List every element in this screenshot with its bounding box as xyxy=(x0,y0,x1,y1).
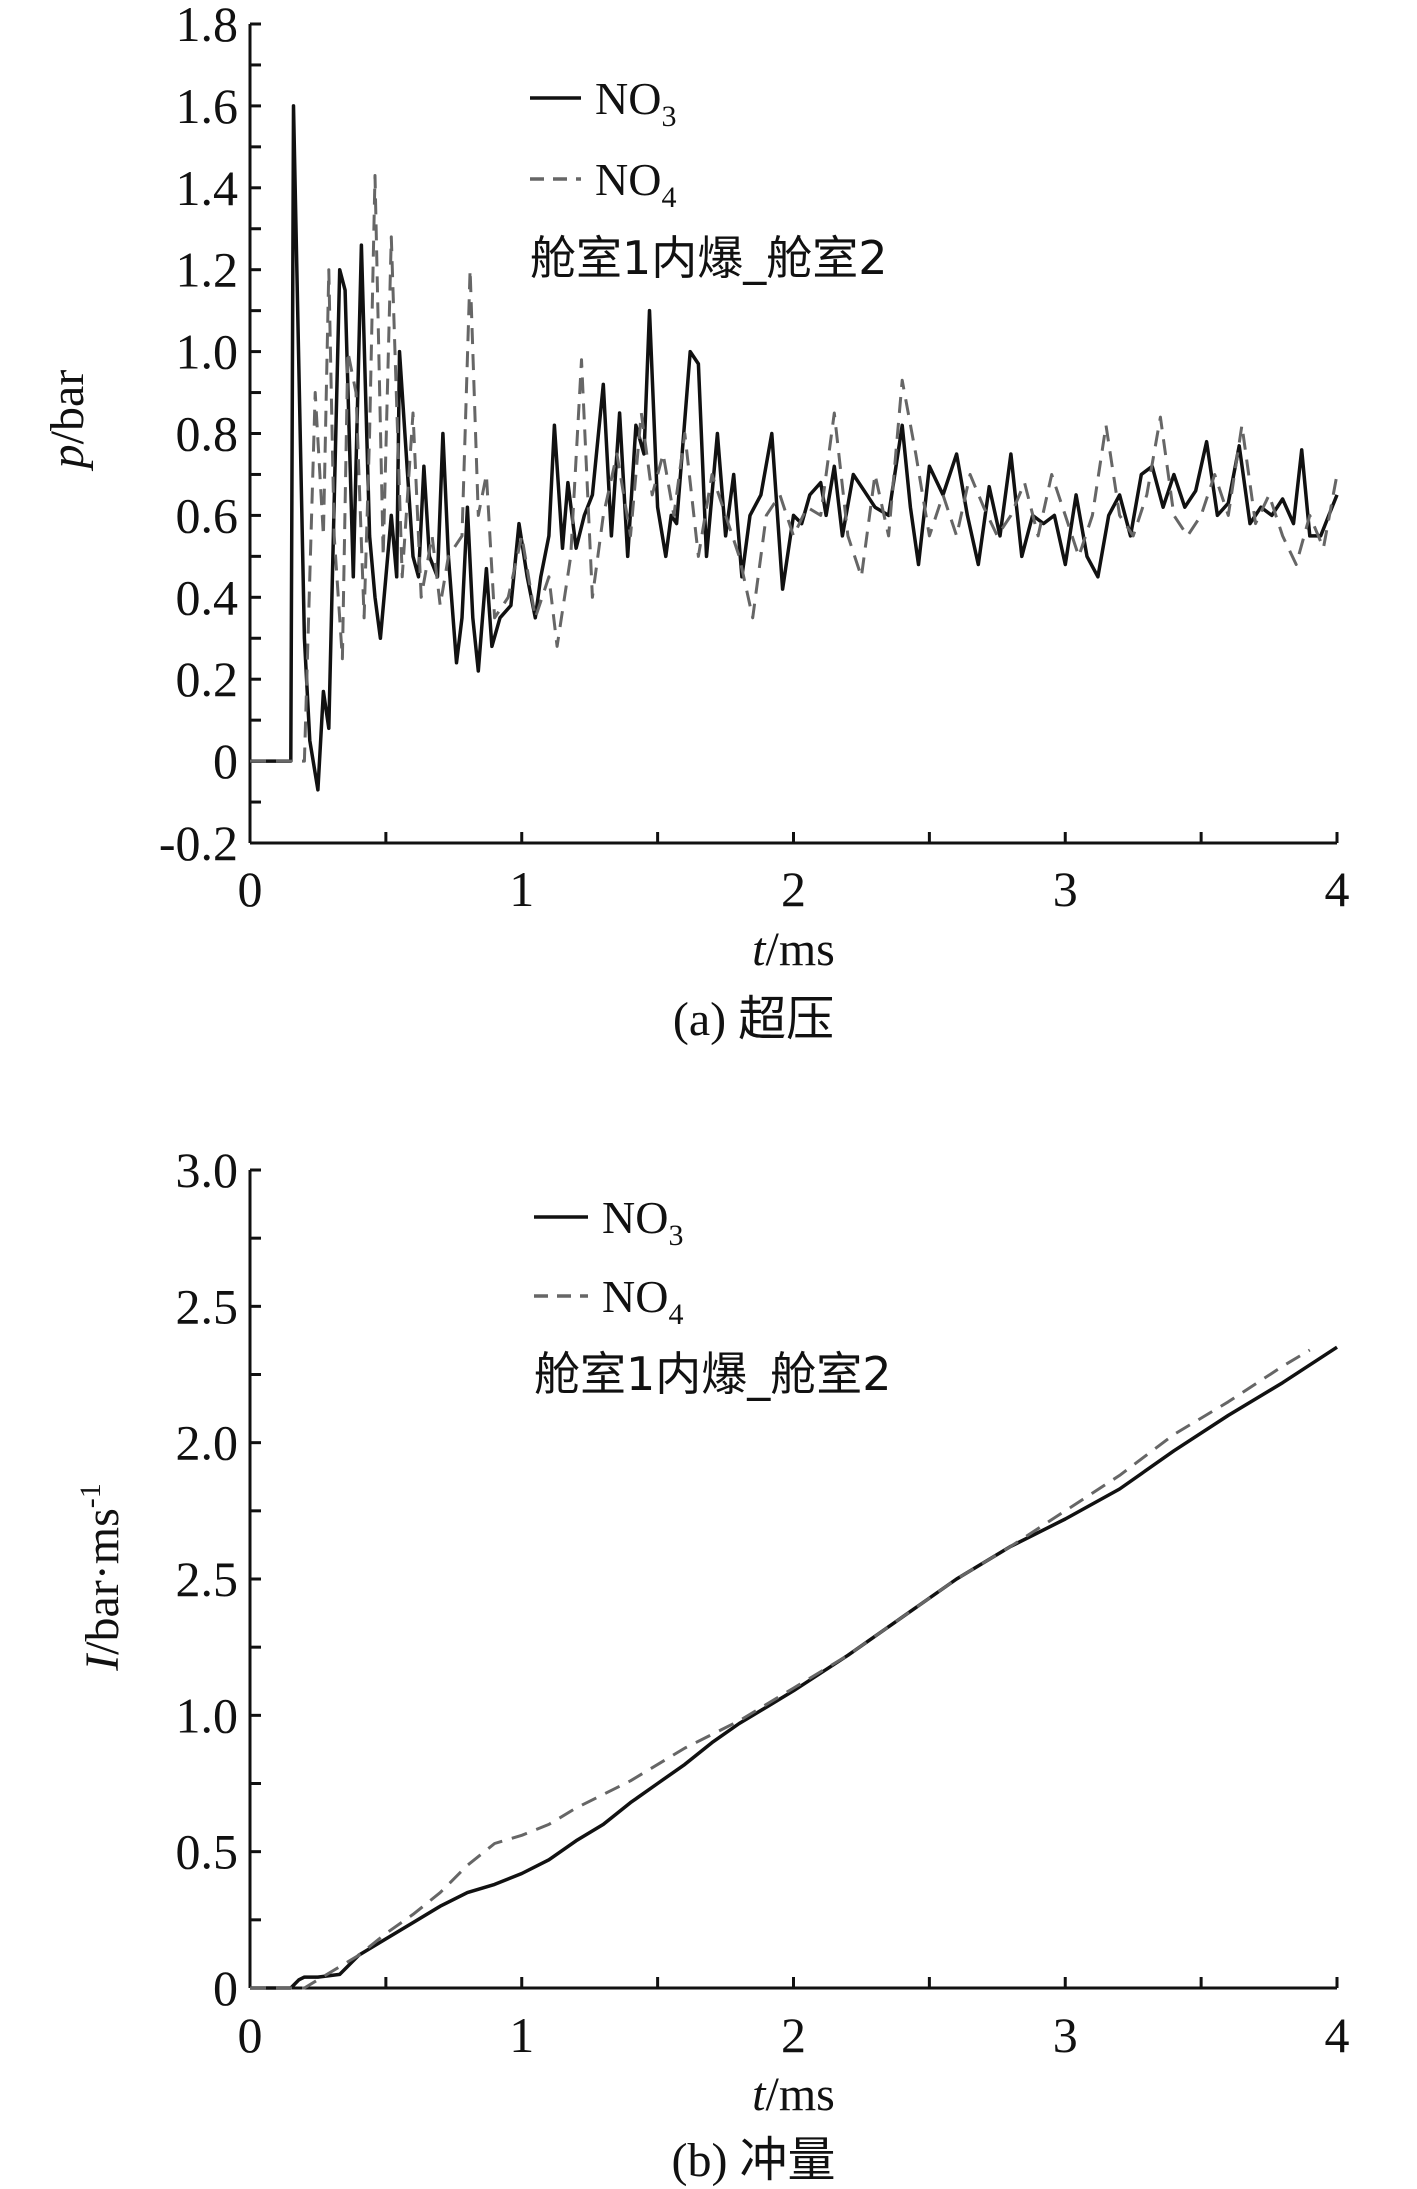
chart-caption: (b) 冲量 xyxy=(672,2134,836,2187)
x-tick-label: 1 xyxy=(509,861,534,917)
chart-annotation: 舱室1内爆_舱室2 xyxy=(534,1347,892,1401)
x-tick-label: 0 xyxy=(238,861,263,917)
y-axis-label-symbol: p xyxy=(41,444,94,471)
x-tick-label: 2 xyxy=(781,2007,806,2063)
x-axis-label-symbol: t xyxy=(752,923,767,976)
chart-annotation: 舱室1内爆_舱室2 xyxy=(530,231,888,285)
y-axis-label-unit: /bar xyxy=(41,370,94,445)
legend-label-name: NO xyxy=(595,73,661,124)
y-tick-label: 1.6 xyxy=(176,78,239,134)
y-tick-label: 0.6 xyxy=(176,487,239,543)
x-tick-label: 1 xyxy=(509,2007,534,2063)
series-line-no3 xyxy=(250,1345,1338,1990)
y-axis-label: p/bar xyxy=(41,370,94,472)
chart-b-impulse: 0 0.5 1.0 2.5 2.0 2.5 3.0 0 1 2 3 4 t/ms I/bar·ms-1 (b… xyxy=(74,1142,1350,2187)
y-tick-label: 0.4 xyxy=(176,569,239,625)
series-line-no4 xyxy=(250,1348,1311,1990)
x-axis-label-unit: /ms xyxy=(765,2068,834,2121)
y-axis-label: I/bar·ms-1 xyxy=(74,1483,129,1672)
x-tick-label: 4 xyxy=(1325,2007,1350,2063)
series-line-no4 xyxy=(250,174,1339,763)
legend-label: NO3 xyxy=(595,73,676,133)
x-tick-label: 3 xyxy=(1053,2007,1078,2063)
legend-label-name: NO xyxy=(602,1192,668,1243)
legend-label-subscript: 4 xyxy=(668,1298,683,1331)
y-tick-label: -0.2 xyxy=(159,815,238,871)
legend-label-subscript: 3 xyxy=(668,1219,683,1252)
y-tick-label: 1.0 xyxy=(176,324,239,380)
x-tick-label: 2 xyxy=(781,861,806,917)
y-tick-label: 3.0 xyxy=(176,1142,239,1198)
x-axis-label: t/ms xyxy=(752,923,835,976)
y-tick-label: 1.4 xyxy=(176,160,239,216)
y-tick-label: 1.2 xyxy=(176,242,239,298)
series-line-no3 xyxy=(250,104,1339,792)
legend-label: NO4 xyxy=(595,154,676,214)
chart-a-overpressure: -0.200.20.40.60.81.01.21.41.61.80 1 2 3 4t/m… xyxy=(41,0,1350,1046)
y-axis-label-unit: /bar·ms xyxy=(76,1508,129,1655)
y-tick-label: 0.2 xyxy=(176,651,239,707)
y-tick-label: 2.5 xyxy=(176,1278,239,1334)
y-tick-label: 2.5 xyxy=(176,1551,239,1607)
legend-label: NO3 xyxy=(602,1192,683,1252)
x-tick-label: 4 xyxy=(1325,861,1350,917)
chart-caption: (a) 超压 xyxy=(673,993,834,1046)
legend-label-name: NO xyxy=(602,1271,668,1322)
y-axis-label-exponent: -1 xyxy=(74,1483,107,1508)
y-tick-label: 0 xyxy=(213,733,238,789)
legend-label-name: NO xyxy=(595,154,661,205)
y-tick-label: 1.8 xyxy=(176,0,239,52)
y-tick-label: 0.5 xyxy=(176,1824,239,1880)
x-axis-label-symbol: t xyxy=(752,2068,767,2121)
legend-label: NO4 xyxy=(602,1271,683,1331)
x-tick-label: 0 xyxy=(238,2007,263,2063)
y-tick-label: 0 xyxy=(213,1960,238,2016)
y-tick-label: 0.8 xyxy=(176,406,239,462)
y-tick-label: 2.0 xyxy=(176,1415,239,1471)
y-axis-label-symbol: I xyxy=(76,1653,129,1672)
x-axis-label: t/ms xyxy=(752,2068,835,2121)
x-axis-label-unit: /ms xyxy=(765,923,834,976)
legend-label-subscript: 4 xyxy=(661,181,676,214)
y-tick-label: 1.0 xyxy=(176,1687,239,1743)
x-tick-label: 3 xyxy=(1053,861,1078,917)
legend-label-subscript: 3 xyxy=(661,100,676,133)
